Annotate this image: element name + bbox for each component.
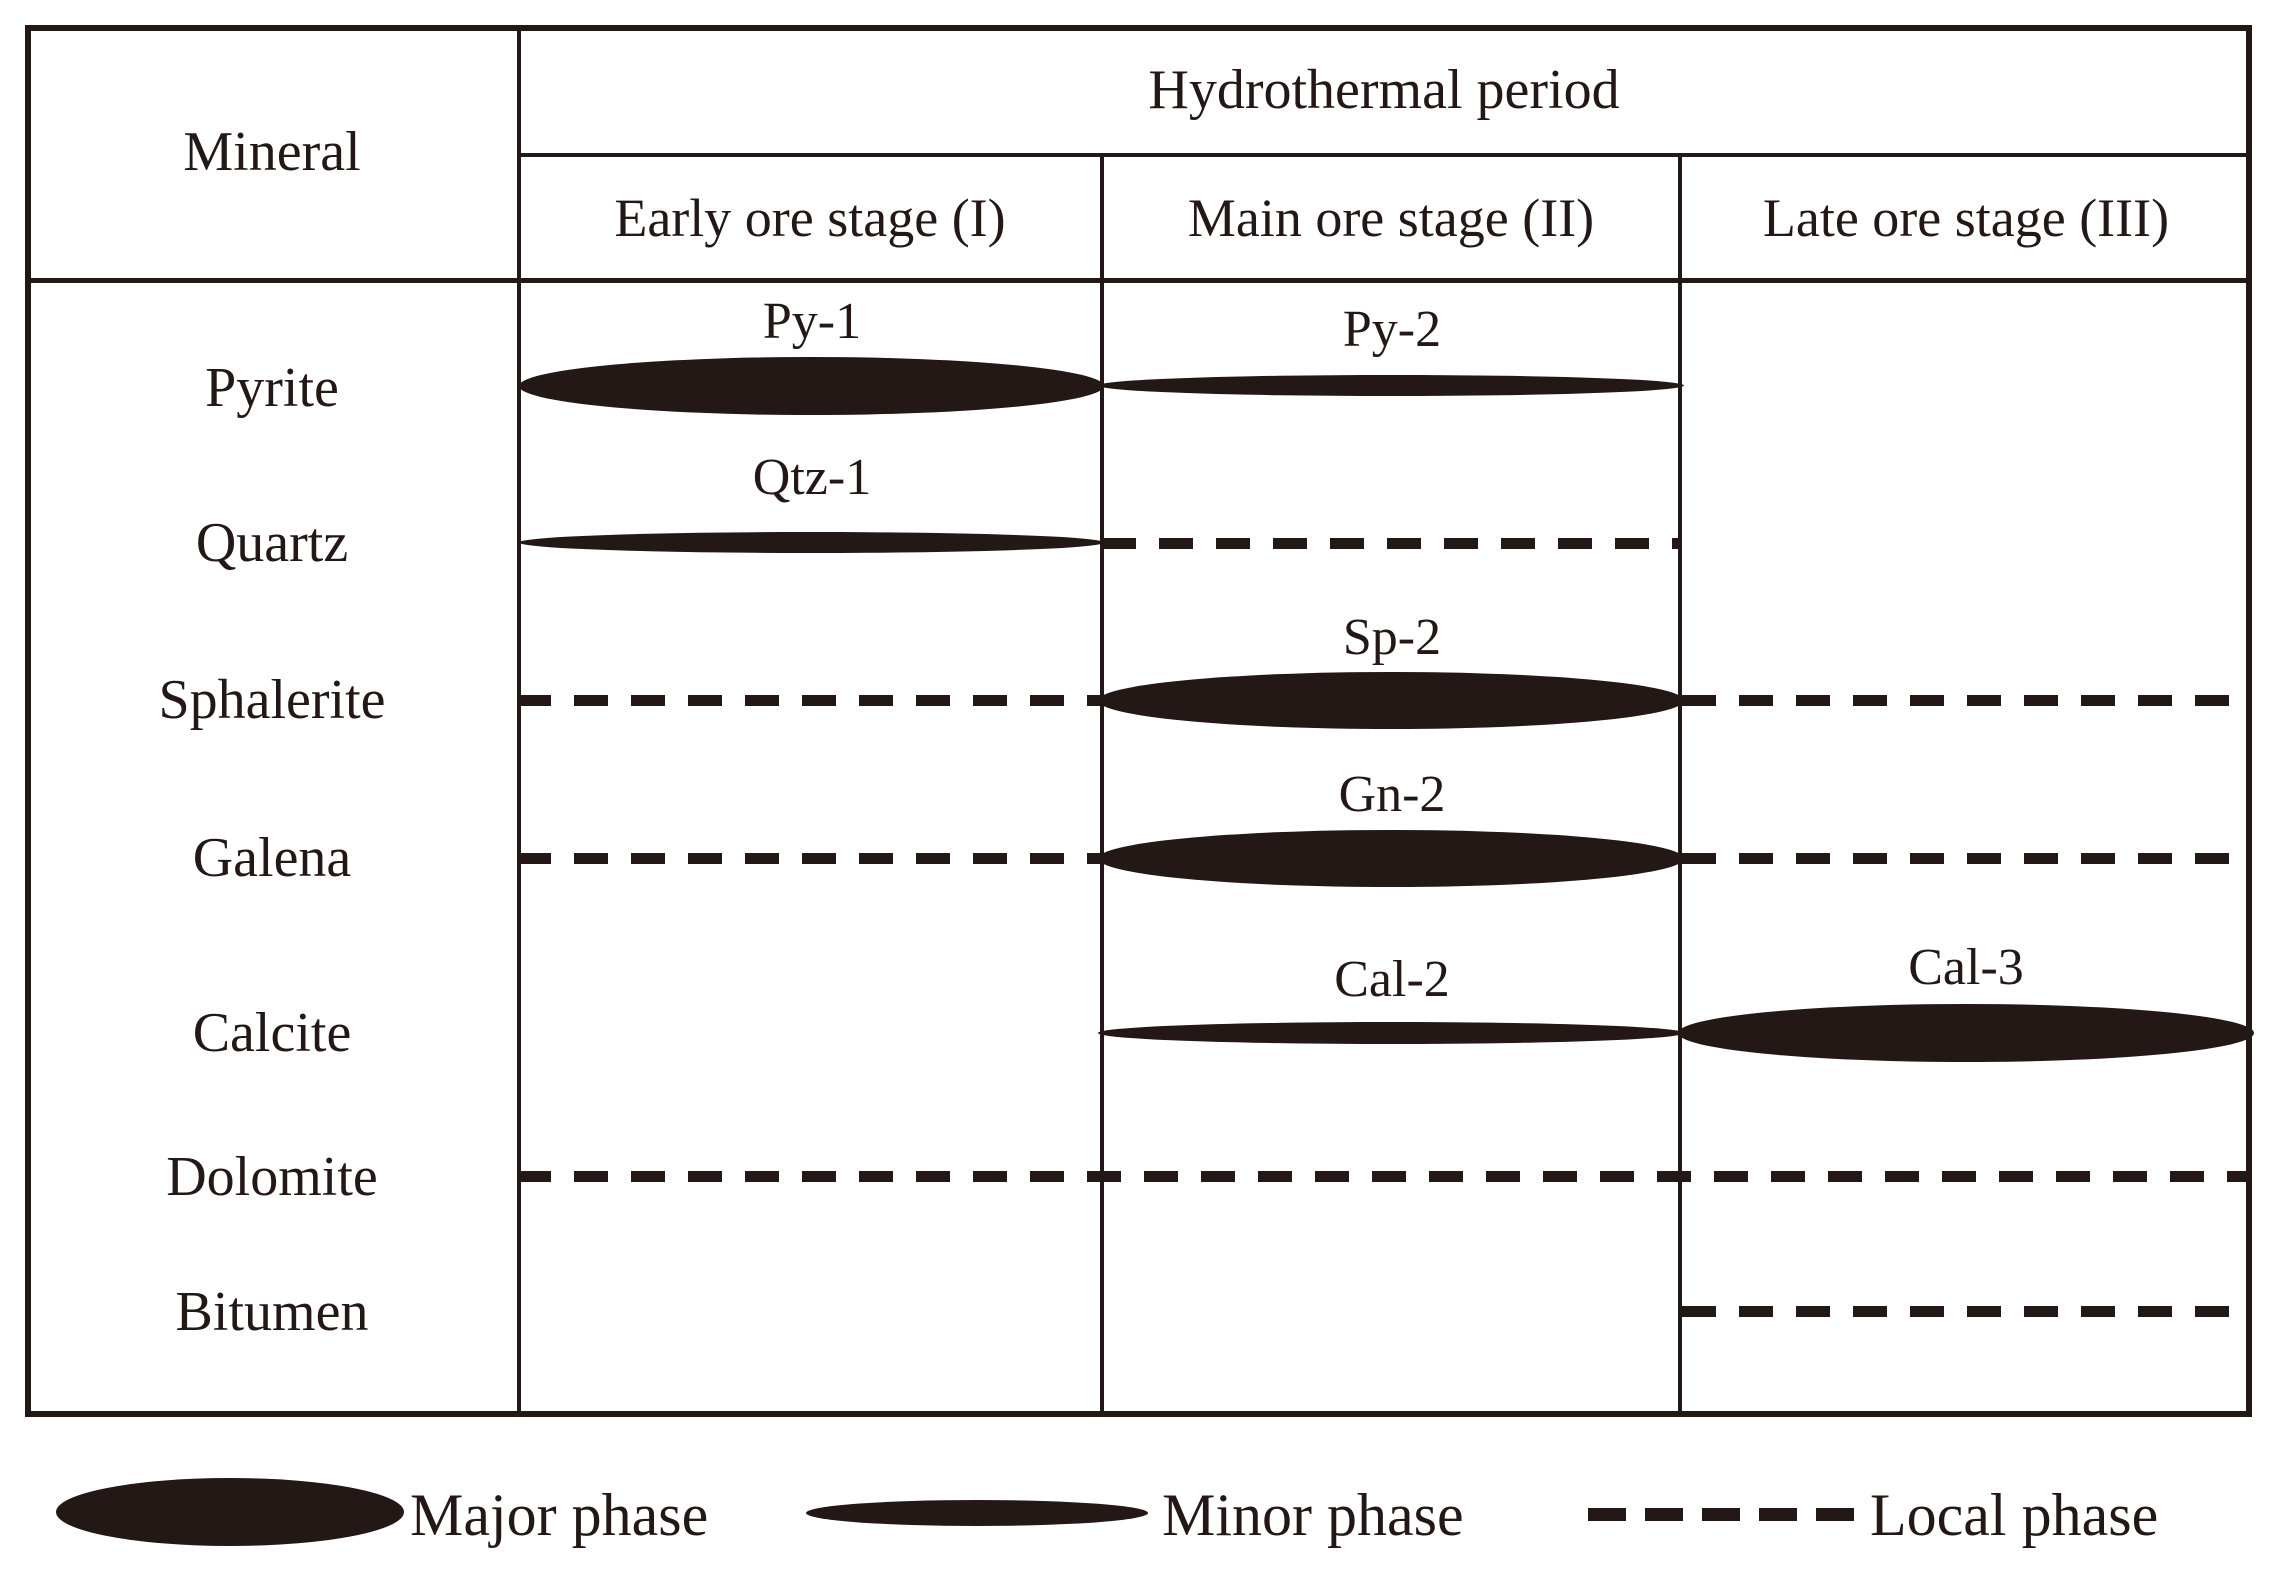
galena-late-local-dash: [1682, 853, 2252, 864]
divider-period-stages: [517, 153, 2252, 157]
calcite-main-minor-ellipse: [1098, 1022, 1684, 1044]
bitumen-late-local-dash: [1682, 1306, 2252, 1317]
mineral-column-header: Mineral: [183, 121, 361, 183]
legend-major-phase-ellipse: [56, 1478, 404, 1546]
galena-early-local-dash: [517, 853, 1102, 864]
period-header: Hydrothermal period: [1148, 59, 1620, 121]
legend-minor-phase-ellipse: [806, 1500, 1148, 1526]
divider-header-body: [25, 278, 2252, 283]
quartz-main-local-dash: [1102, 538, 1680, 549]
row-label-bitumen: Bitumen: [175, 1281, 369, 1343]
table-outer-border: [25, 25, 2252, 1417]
phase-label-qtz-1: Qtz-1: [752, 449, 872, 506]
dolomite-local-dash: [517, 1171, 2252, 1182]
galena-main-major-ellipse: [1098, 830, 1684, 887]
row-label-calcite: Calcite: [192, 1002, 352, 1064]
stage-header-main: Main ore stage (II): [1187, 188, 1595, 248]
phase-label-cal-3: Cal-3: [1908, 939, 2024, 996]
row-label-quartz: Quartz: [195, 512, 349, 574]
pyrite-early-major-ellipse: [519, 357, 1104, 415]
sphalerite-late-local-dash: [1682, 695, 2252, 706]
phase-label-py-1: Py-1: [762, 293, 862, 350]
stage-header-early: Early ore stage (I): [614, 188, 1006, 248]
phase-label-py-2: Py-2: [1342, 301, 1442, 358]
stage-header-late: Late ore stage (III): [1762, 188, 2170, 248]
sphalerite-early-local-dash: [517, 695, 1102, 706]
legend-minor-phase-label: Minor phase: [1162, 1482, 1464, 1548]
divider-early-main: [1100, 153, 1104, 1417]
legend-local-phase-dash: [1588, 1508, 1856, 1521]
phase-label-cal-2: Cal-2: [1334, 951, 1450, 1008]
legend-local-phase-label: Local phase: [1870, 1482, 2159, 1548]
calcite-late-major-ellipse: [1678, 1004, 2254, 1062]
phase-label-gn-2: Gn-2: [1338, 766, 1446, 823]
legend-major-phase-label: Major phase: [410, 1482, 709, 1548]
phase-label-sp-2: Sp-2: [1342, 609, 1442, 666]
divider-mineral-column: [517, 25, 521, 1417]
quartz-early-minor-ellipse: [519, 532, 1104, 553]
pyrite-main-minor-ellipse: [1098, 375, 1684, 396]
row-label-pyrite: Pyrite: [205, 357, 339, 419]
sphalerite-main-major-ellipse: [1098, 672, 1684, 729]
row-label-galena: Galena: [192, 827, 352, 889]
divider-main-late: [1678, 153, 1682, 1417]
row-label-sphalerite: Sphalerite: [158, 669, 386, 731]
row-label-dolomite: Dolomite: [166, 1146, 378, 1208]
